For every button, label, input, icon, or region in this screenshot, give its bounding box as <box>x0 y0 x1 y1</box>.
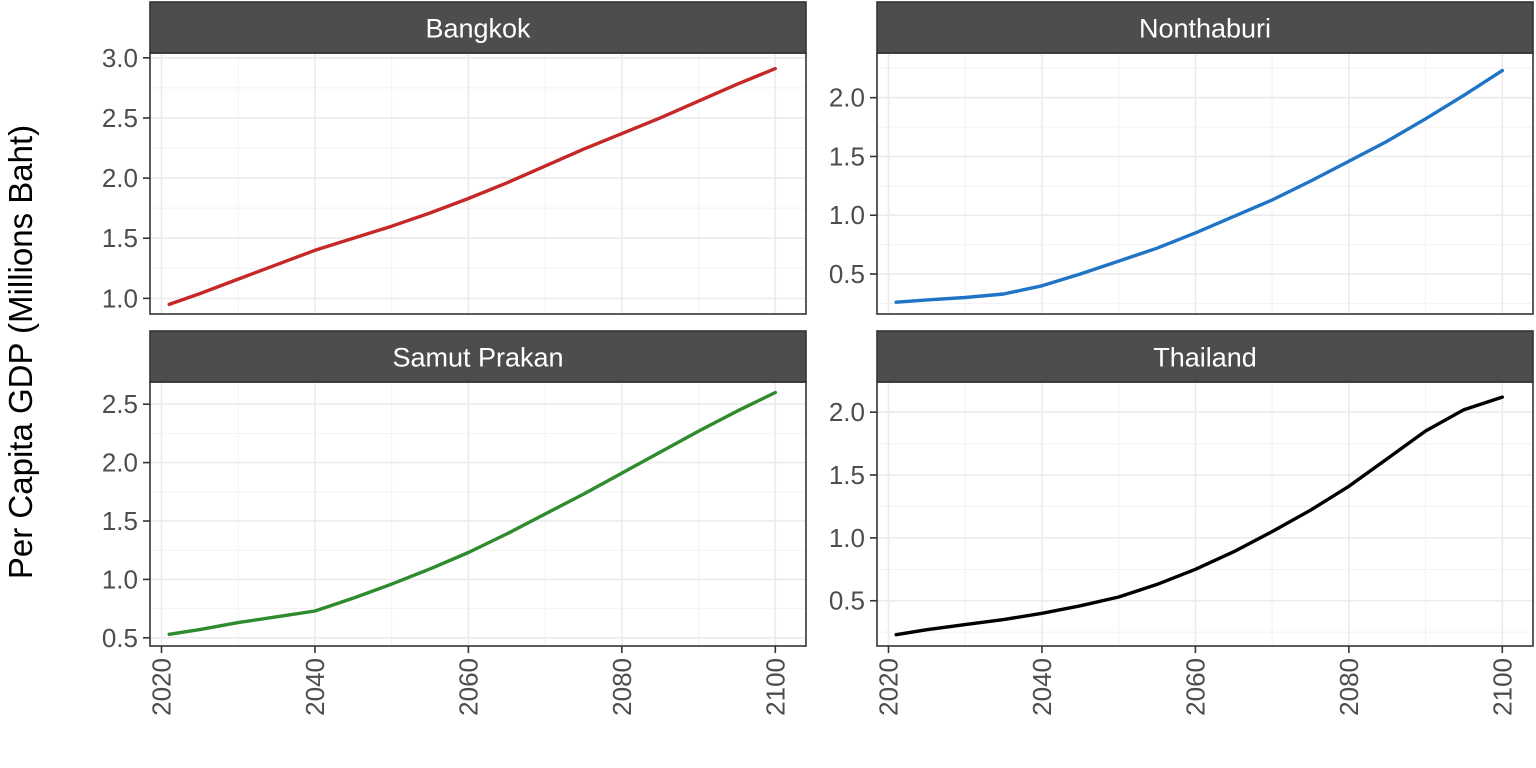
panels: Bangkok 1.0 1.5 2.0 2.5 3.0 Nonthaburi 0.5 1.0 1.… <box>102 1 1534 716</box>
y-tick-label: 2.0 <box>102 163 138 193</box>
x-tick-label: 2100 <box>760 658 790 716</box>
x-tick-label: 2020 <box>874 658 904 716</box>
panel-samut-prakan: Samut Prakan 0.5 1.0 1.5 2.0 2.5 2020 2040 2060 2… <box>102 330 807 716</box>
y-tick-label: 1.0 <box>829 523 865 553</box>
y-tick-label: 0.5 <box>829 586 865 616</box>
facet-strip-samut-prakan <box>149 330 807 383</box>
x-tick-label: 2080 <box>1334 658 1364 716</box>
facet-strip-nonthaburi <box>876 1 1534 54</box>
x-tick-label: 2060 <box>1180 658 1210 716</box>
panel-background <box>150 382 806 646</box>
y-tick-label: 1.0 <box>102 564 138 594</box>
facet-title-nonthaburi: Nonthaburi <box>1139 14 1271 44</box>
y-axis-label: Per Capita GDP (Millions Baht) <box>2 125 39 579</box>
panel-bangkok: Bangkok 1.0 1.5 2.0 2.5 3.0 <box>102 1 807 315</box>
series-line-nonthaburi <box>894 68 1504 304</box>
y-tick-label: 1.0 <box>829 200 865 230</box>
series-line-thailand <box>894 395 1504 637</box>
panel-nonthaburi: Nonthaburi 0.5 1.0 1.5 2.0 <box>829 1 1534 315</box>
panel-background <box>877 53 1533 314</box>
y-tick-label: 2.0 <box>102 448 138 478</box>
y-tick-label: 1.5 <box>102 223 138 253</box>
panel-thailand: Thailand 0.5 1.0 1.5 2.0 2020 2040 2060 2080 2100 <box>829 330 1534 716</box>
series-line-samut-prakan <box>167 390 777 636</box>
facet-title-samut-prakan: Samut Prakan <box>392 343 563 373</box>
facet-title-bangkok: Bangkok <box>425 14 531 44</box>
y-tick-label: 0.5 <box>829 259 865 289</box>
x-tick-label: 2040 <box>1027 658 1057 716</box>
facet-strip-thailand <box>876 330 1534 383</box>
y-tick-label: 3.0 <box>102 43 138 73</box>
y-tick-label: 2.5 <box>102 389 138 419</box>
x-tick-label: 2100 <box>1487 658 1517 716</box>
x-tick-label: 2060 <box>453 658 483 716</box>
y-tick-label: 1.5 <box>829 460 865 490</box>
y-tick-label: 2.5 <box>102 103 138 133</box>
panel-background <box>877 382 1533 646</box>
series-line-bangkok <box>167 66 777 307</box>
y-tick-label: 1.5 <box>102 506 138 536</box>
facet-strip-bangkok <box>149 1 807 54</box>
facet-title-thailand: Thailand <box>1153 343 1257 373</box>
y-tick-label: 1.5 <box>829 141 865 171</box>
x-tick-label: 2040 <box>300 658 330 716</box>
y-tick-label: 0.5 <box>102 623 138 653</box>
y-tick-label: 1.0 <box>102 283 138 313</box>
x-tick-label: 2080 <box>607 658 637 716</box>
x-tick-label: 2020 <box>147 658 177 716</box>
y-tick-label: 2.0 <box>829 397 865 427</box>
y-tick-label: 2.0 <box>829 83 865 113</box>
